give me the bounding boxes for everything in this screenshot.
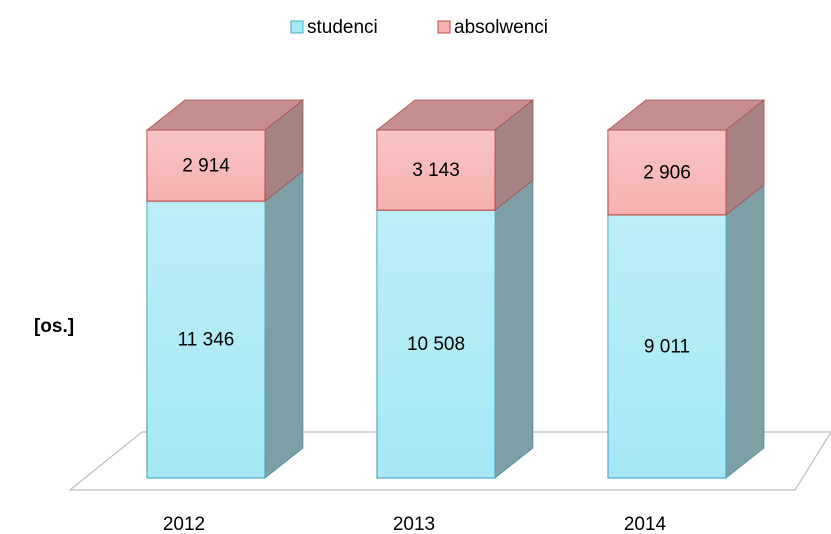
bar-shine (608, 214, 726, 478)
bar-top (145, 99, 305, 131)
data-label: 2 906 (643, 162, 691, 183)
bar-shine (147, 130, 265, 202)
x-tick-label: 2013 (393, 514, 435, 534)
bar-top-shade (608, 100, 764, 130)
data-label: 11 346 (178, 330, 235, 351)
bar-shine (608, 130, 726, 215)
data-label: 9 011 (644, 336, 690, 357)
bar-side-shade (495, 180, 533, 479)
bar-side-shade (726, 100, 764, 215)
data-label: 2 914 (182, 156, 230, 177)
bar-shine (377, 210, 495, 479)
x-tick-label: 2012 (163, 514, 205, 534)
bar-shine (147, 201, 265, 478)
legend-swatch (437, 20, 451, 34)
legend-swatch (290, 20, 304, 34)
bar-top (375, 99, 535, 131)
bar-top (606, 99, 766, 131)
bar-side-shade (495, 100, 533, 211)
bar-side-shade (265, 100, 303, 202)
data-label: 3 143 (412, 160, 460, 181)
bar-side-shade (726, 184, 764, 478)
data-label: 10 508 (407, 334, 465, 355)
x-tick-label: 2014 (624, 514, 667, 534)
legend-label: studenci (307, 17, 378, 38)
bar-top-shade (377, 100, 533, 130)
bar-shine (377, 130, 495, 211)
bar-top-shade (147, 100, 303, 130)
y-axis-label: [os.] (34, 316, 74, 337)
bar-side-shade (265, 171, 303, 478)
legend-label: absolwenci (454, 17, 548, 38)
legend: studenci absolwenci (290, 17, 548, 38)
